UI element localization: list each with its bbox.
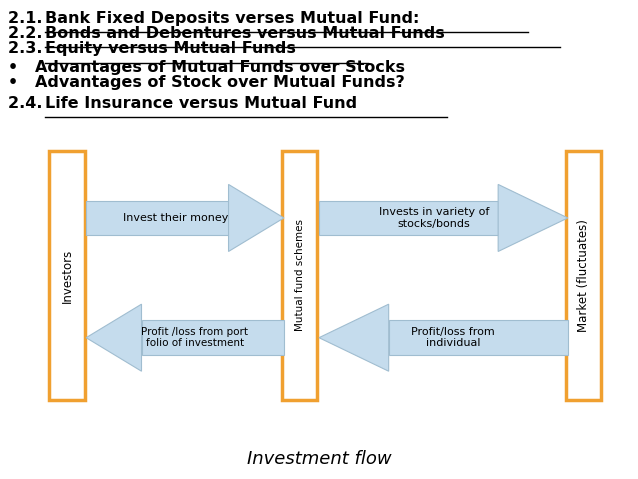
Text: •   Advantages of Stock over Mutual Funds?: • Advantages of Stock over Mutual Funds? — [8, 75, 405, 90]
FancyBboxPatch shape — [50, 151, 84, 400]
Text: Invests in variety of
stocks/bonds: Invests in variety of stocks/bonds — [378, 207, 489, 229]
Text: 2.1.: 2.1. — [8, 11, 48, 25]
Text: 2.4.: 2.4. — [8, 96, 48, 111]
Text: Life Insurance versus Mutual Fund: Life Insurance versus Mutual Fund — [45, 96, 357, 111]
Text: Market (fluctuates): Market (fluctuates) — [577, 219, 590, 332]
Polygon shape — [498, 184, 568, 251]
Text: •   Advantages of Mutual Funds over Stocks: • Advantages of Mutual Funds over Stocks — [8, 60, 405, 75]
FancyBboxPatch shape — [86, 201, 228, 235]
Text: Investment flow: Investment flow — [247, 450, 391, 468]
Text: Investors: Investors — [61, 248, 73, 303]
Polygon shape — [228, 184, 284, 251]
FancyBboxPatch shape — [142, 320, 284, 355]
FancyBboxPatch shape — [389, 320, 568, 355]
FancyBboxPatch shape — [567, 151, 601, 400]
Text: Profit /loss from port
folio of investment: Profit /loss from port folio of investme… — [141, 327, 248, 349]
FancyBboxPatch shape — [282, 151, 317, 400]
Text: Invest their money: Invest their money — [122, 213, 228, 223]
Text: Bank Fixed Deposits verses Mutual Fund:: Bank Fixed Deposits verses Mutual Fund: — [45, 11, 419, 25]
Text: Profit/loss from
individual: Profit/loss from individual — [411, 327, 495, 349]
Text: Equity versus Mutual Funds: Equity versus Mutual Funds — [45, 41, 295, 56]
Text: 2.2.: 2.2. — [8, 26, 48, 41]
Text: Mutual fund schemes: Mutual fund schemes — [295, 219, 305, 331]
Polygon shape — [86, 304, 142, 371]
Text: Bonds and Debentures versus Mutual Funds: Bonds and Debentures versus Mutual Funds — [45, 26, 445, 41]
Text: 2.3.: 2.3. — [8, 41, 48, 56]
FancyBboxPatch shape — [319, 201, 498, 235]
Polygon shape — [319, 304, 389, 371]
